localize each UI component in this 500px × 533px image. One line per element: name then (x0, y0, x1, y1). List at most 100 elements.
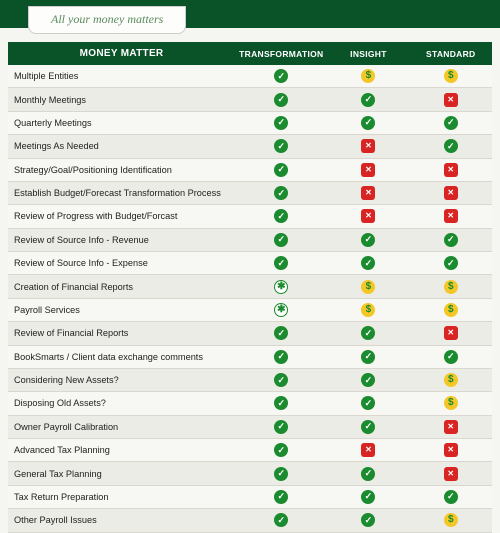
dollar-icon (444, 396, 458, 410)
check-icon (274, 69, 288, 83)
x-icon (444, 186, 458, 200)
tagline: All your money matters (51, 12, 163, 26)
check-icon (361, 256, 375, 270)
x-icon (444, 467, 458, 481)
x-icon (444, 326, 458, 340)
status-cell (409, 228, 492, 251)
check-icon (444, 490, 458, 504)
status-cell (235, 415, 327, 438)
row-label: General Tax Planning (8, 462, 235, 485)
status-cell (235, 65, 327, 88)
status-cell (409, 275, 492, 298)
table-row: Other Payroll Issues (8, 509, 492, 532)
check-icon (361, 467, 375, 481)
status-cell (235, 462, 327, 485)
status-cell (409, 135, 492, 158)
status-cell (409, 485, 492, 508)
status-cell (409, 415, 492, 438)
dollar-icon (361, 280, 375, 294)
x-icon (444, 163, 458, 177)
table-row: Creation of Financial Reports (8, 275, 492, 298)
table-row: Advanced Tax Planning (8, 439, 492, 462)
col-header-main: MONEY MATTER (8, 42, 235, 65)
status-cell (327, 111, 409, 134)
check-icon (444, 116, 458, 130)
status-cell (409, 509, 492, 532)
check-icon (361, 233, 375, 247)
check-icon (274, 396, 288, 410)
status-cell (235, 275, 327, 298)
table-row: Considering New Assets? (8, 368, 492, 391)
row-label: Multiple Entities (8, 65, 235, 88)
dollar-icon (444, 373, 458, 387)
row-label: Review of Financial Reports (8, 322, 235, 345)
check-icon (274, 139, 288, 153)
check-icon (444, 350, 458, 364)
status-cell (409, 368, 492, 391)
table-row: Payroll Services (8, 298, 492, 321)
status-cell (235, 485, 327, 508)
status-cell (327, 439, 409, 462)
check-icon (361, 513, 375, 527)
x-icon (444, 93, 458, 107)
row-label: Meetings As Needed (8, 135, 235, 158)
status-cell (327, 485, 409, 508)
status-cell (327, 228, 409, 251)
row-label: Strategy/Goal/Positioning Identification (8, 158, 235, 181)
status-cell (235, 345, 327, 368)
status-cell (235, 158, 327, 181)
table-row: Strategy/Goal/Positioning Identification (8, 158, 492, 181)
check-icon (274, 420, 288, 434)
check-icon (274, 443, 288, 457)
status-cell (409, 322, 492, 345)
row-label: Payroll Services (8, 298, 235, 321)
row-label: Monthly Meetings (8, 88, 235, 111)
check-icon (361, 116, 375, 130)
table-row: Review of Source Info - Expense (8, 252, 492, 275)
status-cell (409, 181, 492, 204)
comparison-table: MONEY MATTER TRANSFORMATION INSIGHT STAN… (8, 42, 492, 533)
table-row: General Tax Planning (8, 462, 492, 485)
check-icon (444, 256, 458, 270)
check-icon (274, 373, 288, 387)
x-icon (361, 139, 375, 153)
status-cell (327, 135, 409, 158)
top-banner: All your money matters (0, 0, 500, 28)
row-label: Quarterly Meetings (8, 111, 235, 134)
table-row: Review of Source Info - Revenue (8, 228, 492, 251)
status-cell (235, 135, 327, 158)
table-row: Multiple Entities (8, 65, 492, 88)
row-label: Disposing Old Assets? (8, 392, 235, 415)
table-row: Quarterly Meetings (8, 111, 492, 134)
tagline-box: All your money matters (28, 6, 186, 34)
dollar-icon (361, 69, 375, 83)
dollar-icon (444, 69, 458, 83)
status-cell (327, 205, 409, 228)
check-icon (274, 186, 288, 200)
check-icon (361, 420, 375, 434)
star-icon (274, 280, 288, 294)
row-label: Considering New Assets? (8, 368, 235, 391)
dollar-icon (444, 280, 458, 294)
status-cell (409, 205, 492, 228)
check-icon (361, 326, 375, 340)
status-cell (327, 88, 409, 111)
status-cell (235, 181, 327, 204)
check-icon (274, 163, 288, 177)
check-icon (274, 513, 288, 527)
status-cell (327, 65, 409, 88)
status-cell (409, 252, 492, 275)
status-cell (327, 275, 409, 298)
check-icon (274, 233, 288, 247)
status-cell (327, 252, 409, 275)
status-cell (409, 462, 492, 485)
table-row: Review of Progress with Budget/Forcast (8, 205, 492, 228)
status-cell (235, 252, 327, 275)
status-cell (235, 368, 327, 391)
status-cell (327, 158, 409, 181)
x-icon (361, 443, 375, 457)
check-icon (274, 116, 288, 130)
x-icon (444, 209, 458, 223)
check-icon (361, 350, 375, 364)
dollar-icon (444, 513, 458, 527)
